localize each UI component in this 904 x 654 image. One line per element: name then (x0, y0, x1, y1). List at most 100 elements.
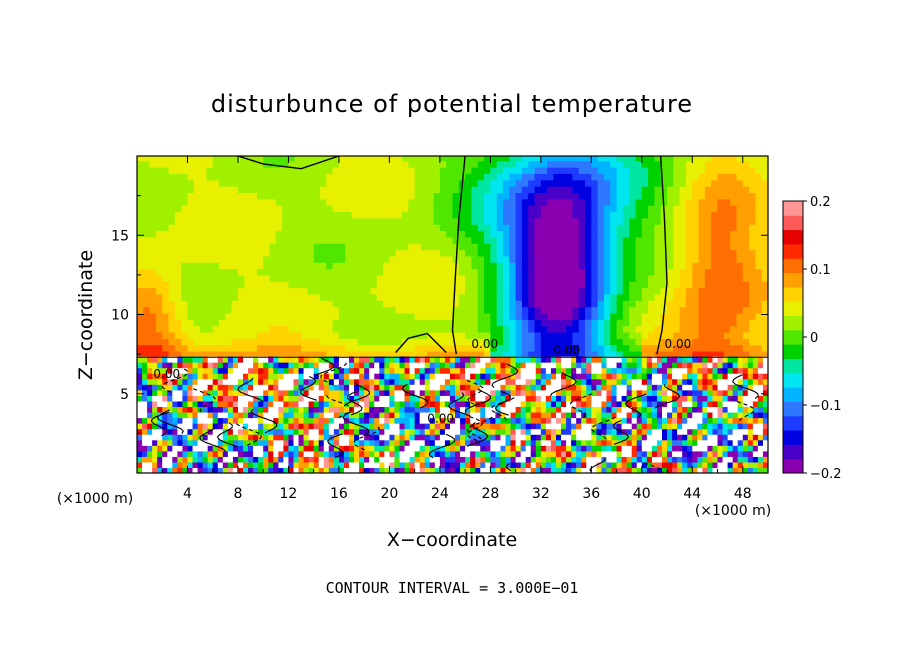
heat-cell (566, 255, 573, 263)
heat-cell (585, 186, 592, 194)
heat-cell (723, 167, 731, 175)
heat-cell (679, 205, 687, 213)
heat-cell (616, 217, 624, 225)
heat-cell (654, 268, 662, 276)
heat-cell (298, 356, 305, 363)
heat-cell (227, 395, 234, 402)
heat-cell (540, 467, 547, 473)
heat-cell (484, 217, 491, 225)
heat-cell (495, 423, 502, 430)
heat-cell (162, 338, 170, 346)
heat-cell (263, 211, 271, 219)
heat-cell (303, 378, 310, 385)
heat-cell (202, 362, 209, 369)
heat-cell (460, 439, 466, 446)
heat-cell (525, 434, 532, 441)
heat-cell (723, 230, 731, 238)
heat-cell (269, 198, 277, 206)
heat-cell (225, 236, 233, 244)
heat-cell (313, 255, 321, 263)
heat-cell (326, 249, 334, 257)
heat-cell (307, 306, 315, 314)
heat-cell (364, 255, 372, 263)
heat-cell (143, 312, 151, 320)
heat-cell (530, 450, 537, 457)
heat-cell (585, 156, 592, 162)
heat-cell (253, 467, 259, 473)
heat-cell (559, 230, 567, 238)
heat-cell (318, 450, 325, 457)
heat-cell (162, 445, 168, 452)
heat-cell (193, 236, 201, 244)
heat-cell (550, 450, 557, 457)
heat-cell (354, 445, 360, 452)
heat-cell (540, 255, 548, 263)
heat-cell (328, 445, 335, 452)
heat-cell (635, 224, 643, 232)
heat-cell (147, 417, 153, 424)
heat-cell (414, 230, 422, 238)
heat-cell (232, 362, 239, 369)
heat-cell (572, 262, 580, 270)
heat-cell (137, 217, 144, 225)
heat-cell (667, 217, 674, 225)
heat-cell (231, 281, 239, 289)
heat-cell (477, 287, 485, 295)
heat-cell (370, 312, 378, 320)
heat-cell (654, 281, 662, 289)
heat-cell (429, 445, 436, 452)
heat-cell (465, 384, 471, 391)
heat-cell (364, 373, 370, 380)
heat-cell (414, 224, 422, 232)
heat-cell (673, 230, 681, 238)
heat-cell (351, 230, 359, 238)
heat-cell (155, 274, 163, 282)
heat-cell (288, 243, 296, 251)
heat-cell (147, 428, 153, 435)
heat-cell (654, 312, 662, 320)
heat-cell (376, 230, 384, 238)
heat-cell (256, 243, 264, 251)
heat-cell (268, 467, 274, 473)
heat-cell (149, 262, 157, 270)
heat-cell (723, 205, 731, 213)
heat-cell (408, 186, 416, 194)
heat-cell (181, 160, 189, 168)
heat-cell (730, 217, 738, 225)
heat-cell (181, 255, 189, 263)
heat-cell (465, 319, 473, 327)
heat-cell (269, 255, 277, 263)
heat-cell (566, 243, 573, 251)
heat-cell (162, 373, 168, 380)
heat-cell (343, 395, 350, 402)
heat-cell (174, 243, 182, 251)
heat-cell (685, 179, 693, 187)
heat-cell (273, 434, 279, 441)
heat-cell (622, 243, 630, 251)
heat-cell (328, 423, 335, 430)
heat-cell (168, 268, 176, 276)
heat-cell (288, 255, 296, 263)
heat-cell (419, 450, 426, 457)
heat-cell (419, 373, 426, 380)
heat-cell (369, 456, 375, 463)
heat-cell (458, 205, 466, 213)
heat-cell (550, 356, 557, 363)
heat-cell (692, 249, 700, 257)
heat-cell (332, 230, 340, 238)
heat-cell (585, 255, 592, 263)
heat-cell (395, 331, 403, 339)
heat-cell (269, 331, 277, 339)
heat-cell (698, 173, 706, 181)
heat-cell (212, 331, 220, 339)
heat-cell (232, 406, 239, 413)
heat-cell (243, 445, 249, 452)
heat-cell (641, 281, 649, 289)
heat-cell (427, 319, 435, 327)
heat-cell (207, 406, 214, 413)
heat-cell (394, 406, 401, 413)
heat-cell (383, 268, 390, 276)
heat-cell (237, 417, 244, 424)
heat-cell (749, 255, 756, 263)
heat-cell (357, 243, 365, 251)
